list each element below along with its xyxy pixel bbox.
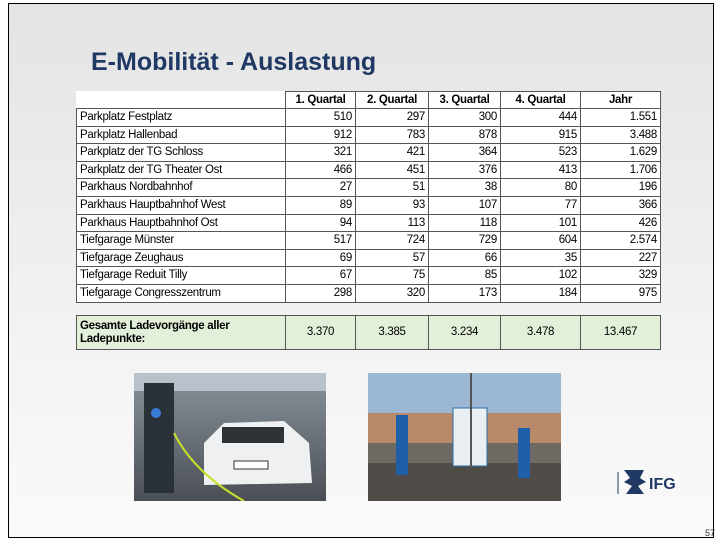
- row-label: Tiefgarage Reduit Tilly: [76, 267, 286, 285]
- number-cell: 184: [501, 285, 581, 303]
- header-cell: 4. Quartal: [501, 91, 581, 109]
- row-label: Parkplatz Hallenbad: [76, 126, 286, 145]
- number-cell: 196: [581, 179, 661, 197]
- number-cell: 80: [501, 179, 581, 197]
- number-cell: 57: [356, 249, 429, 268]
- header-cell: [76, 91, 286, 109]
- number-cell: 227: [581, 249, 661, 268]
- number-cell: 89: [286, 197, 356, 215]
- number-cell: 1.629: [581, 144, 661, 162]
- header-cell: 3. Quartal: [429, 91, 501, 109]
- total-cell: 3.478: [501, 315, 581, 350]
- number-cell: 85: [429, 267, 501, 285]
- number-cell: 604: [501, 232, 581, 250]
- total-cell: 3.234: [429, 315, 501, 350]
- row-label: Parkplatz der TG Theater Ost: [76, 161, 286, 180]
- row-label: Parkplatz Festplatz: [76, 109, 286, 127]
- number-cell: 107: [429, 197, 501, 215]
- row-label: Tiefgarage Congresszentrum: [76, 285, 286, 303]
- number-cell: 297: [356, 109, 429, 127]
- row-label: Parkhaus Nordbahnhof: [76, 179, 286, 197]
- number-cell: 510: [286, 109, 356, 127]
- number-cell: 69: [286, 249, 356, 268]
- row-label: Tiefgarage Münster: [76, 232, 286, 250]
- header-cell: Jahr: [581, 91, 661, 109]
- number-cell: 444: [501, 109, 581, 127]
- number-cell: 2.574: [581, 232, 661, 250]
- number-cell: 329: [581, 267, 661, 285]
- number-cell: 729: [429, 232, 501, 250]
- number-cell: 364: [429, 144, 501, 162]
- header-cell: 2. Quartal: [356, 91, 429, 109]
- number-cell: 94: [286, 214, 356, 233]
- slide-title: E-Mobilität - Auslastung: [91, 48, 377, 76]
- number-cell: 35: [501, 249, 581, 268]
- total-cell: 13.467: [581, 315, 661, 350]
- number-cell: 783: [356, 126, 429, 145]
- number-cell: 102: [501, 267, 581, 285]
- number-cell: 66: [429, 249, 501, 268]
- number-cell: 517: [286, 232, 356, 250]
- row-label: Parkplatz der TG Schloss: [76, 144, 286, 162]
- total-cell: 3.370: [286, 315, 356, 350]
- number-cell: 3.488: [581, 126, 661, 145]
- number-cell: 915: [501, 126, 581, 145]
- number-cell: 366: [581, 197, 661, 215]
- number-cell: 51: [356, 179, 429, 197]
- number-cell: 75: [356, 267, 429, 285]
- number-cell: 113: [356, 214, 429, 233]
- number-cell: 413: [501, 161, 581, 180]
- slide: E-Mobilität - Auslastung 1. Quartal 2. Qu…: [8, 3, 714, 538]
- row-label: Parkhaus Hauptbahnhof West: [76, 197, 286, 215]
- number-cell: 173: [429, 285, 501, 303]
- number-cell: 975: [581, 285, 661, 303]
- logo-text: IFG: [649, 476, 676, 493]
- number-cell: 27: [286, 179, 356, 197]
- number-cell: 466: [286, 161, 356, 180]
- number-cell: 320: [356, 285, 429, 303]
- row-label: Tiefgarage Zeughaus: [76, 249, 286, 268]
- header-cell: 1. Quartal: [286, 91, 356, 109]
- number-cell: 724: [356, 232, 429, 250]
- number-cell: 451: [356, 161, 429, 180]
- page-number: 57: [705, 528, 716, 538]
- total-cell: 3.385: [356, 315, 429, 350]
- number-cell: 1.706: [581, 161, 661, 180]
- number-cell: 426: [581, 214, 661, 233]
- row-label: Parkhaus Hauptbahnhof Ost: [76, 214, 286, 233]
- number-cell: 912: [286, 126, 356, 145]
- photo-charging-station: [368, 373, 561, 501]
- number-cell: 376: [429, 161, 501, 180]
- number-cell: 77: [501, 197, 581, 215]
- number-cell: 321: [286, 144, 356, 162]
- number-cell: 421: [356, 144, 429, 162]
- photo-garage-car: [134, 373, 326, 501]
- number-cell: 298: [286, 285, 356, 303]
- number-cell: 67: [286, 267, 356, 285]
- number-cell: 118: [429, 214, 501, 233]
- logo: IFG: [617, 470, 676, 494]
- number-cell: 300: [429, 109, 501, 127]
- number-cell: 101: [501, 214, 581, 233]
- total-label: Gesamte Ladevorgänge aller Ladepunkte:: [76, 315, 286, 350]
- number-cell: 523: [501, 144, 581, 162]
- number-cell: 1.551: [581, 109, 661, 127]
- number-cell: 38: [429, 179, 501, 197]
- number-cell: 878: [429, 126, 501, 145]
- number-cell: 93: [356, 197, 429, 215]
